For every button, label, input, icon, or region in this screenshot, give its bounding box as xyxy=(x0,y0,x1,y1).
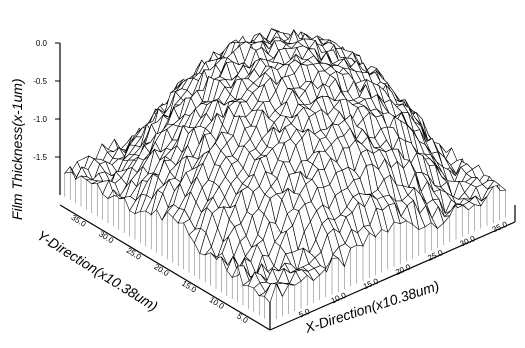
y-axis-line xyxy=(59,204,271,331)
surface-cell xyxy=(276,282,290,297)
y-tick-label: 20.0 xyxy=(152,262,170,278)
z-tick-label: 0.0 xyxy=(36,39,48,48)
surface-cell xyxy=(264,283,277,304)
z-tick-label: -0.5 xyxy=(33,77,47,86)
y-tick-label: 15.0 xyxy=(180,279,198,295)
z-tick-label: -1.0 xyxy=(33,115,47,124)
z-axis-title: Film Thickness(x-1um) xyxy=(9,78,25,220)
x-tick-label: 25.0 xyxy=(426,248,444,263)
y-tick-label: 5.0 xyxy=(235,312,250,326)
x-tick-label: 15.0 xyxy=(362,276,380,291)
x-tick-label: 20.0 xyxy=(394,262,412,277)
y-tick-label: 25.0 xyxy=(125,246,143,262)
x-tick-label: 10.0 xyxy=(330,291,348,306)
surface-mesh xyxy=(64,28,507,322)
z-axis-ticks: 0.0 -0.5 -1.0 -1.5 xyxy=(33,39,60,162)
x-axis-line xyxy=(269,221,516,331)
x-tick-label: 35.0 xyxy=(491,220,509,235)
y-tick-label: 10.0 xyxy=(208,295,226,311)
x-tick-label: 5.0 xyxy=(297,307,311,320)
x-tick-label: 30.0 xyxy=(459,234,477,249)
y-tick-label: 35.0 xyxy=(70,213,88,229)
y-tick-label: 30.0 xyxy=(97,229,115,245)
z-tick-label: -1.5 xyxy=(33,153,47,162)
y-axis-title: Y-Direction(x10.38um) xyxy=(34,227,160,314)
